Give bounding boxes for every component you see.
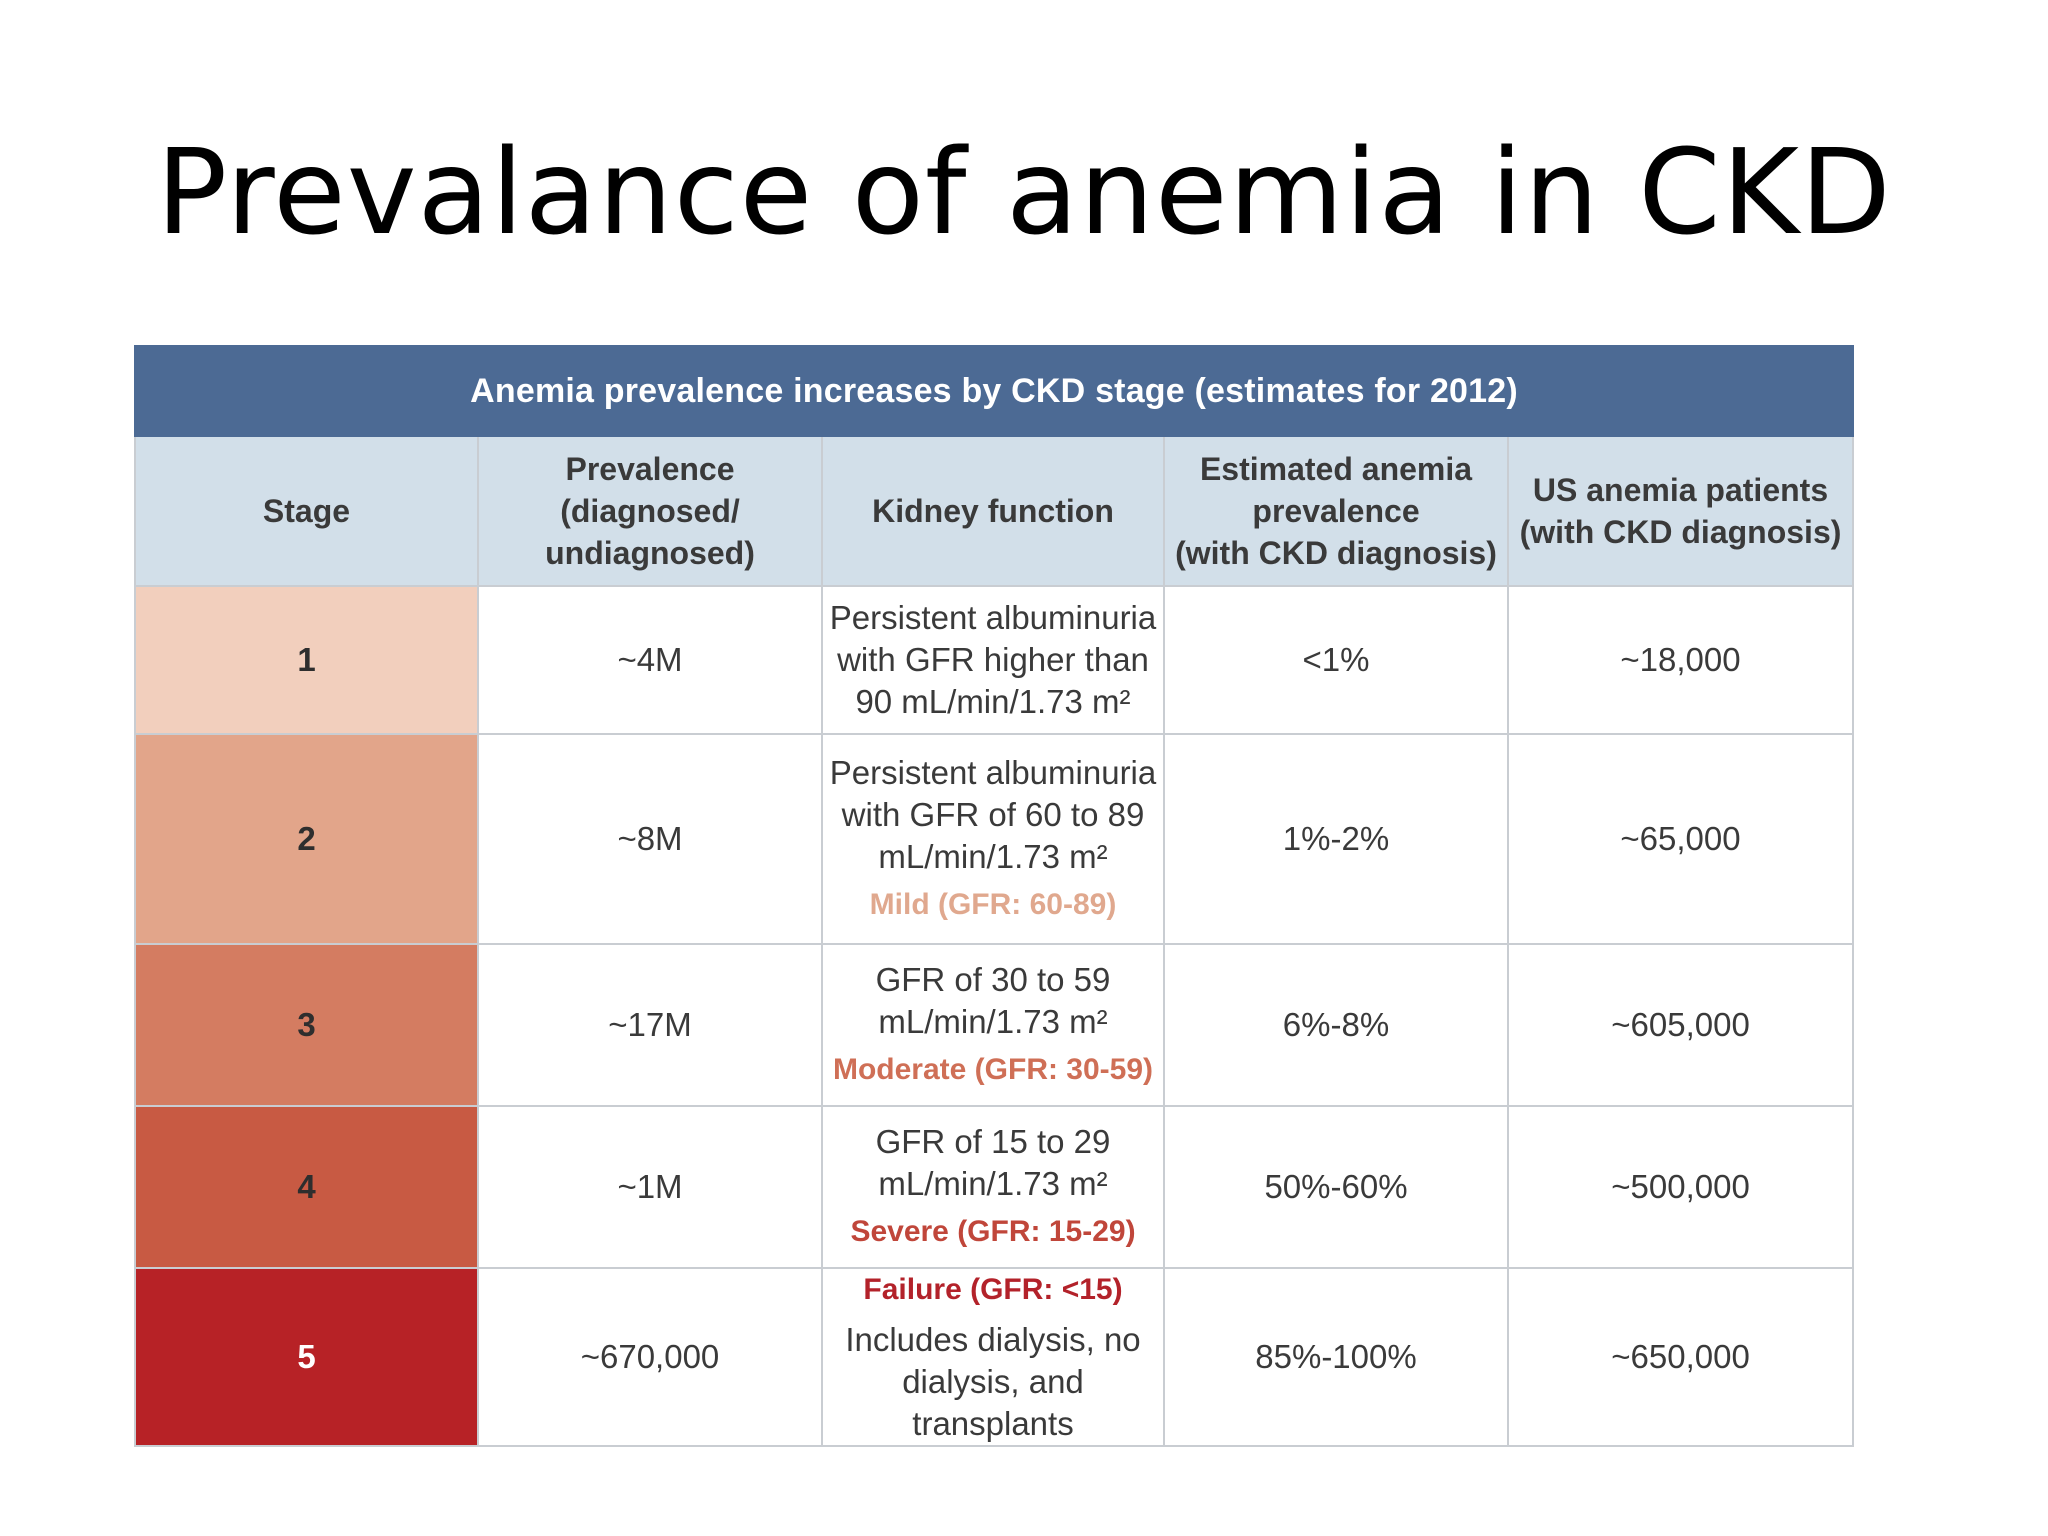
header-line: Kidney function	[872, 493, 1114, 529]
severity-label: Mild (GFR: 60-89)	[869, 888, 1117, 921]
header-line: prevalence	[1252, 493, 1420, 529]
header-stage: Stage	[134, 435, 479, 587]
table-row: 1 ~4M Persistent albuminuria with GFR highe…	[134, 585, 1855, 735]
kidney-function-line: Includes dialysis, no	[845, 1321, 1141, 1358]
us-patients-cell: ~605,000	[1506, 943, 1855, 1107]
header-estimated-anemia-prevalence: Estimated anemia prevalence (with CKD diag…	[1163, 435, 1509, 587]
stage-cell: 2	[134, 733, 479, 945]
kidney-function-line: with GFR higher than	[837, 641, 1149, 678]
us-patients-cell: ~500,000	[1506, 1105, 1855, 1269]
header-line: Stage	[262, 493, 351, 529]
header-line: (with CKD diagnosis)	[1519, 514, 1842, 550]
table-row: 5 ~670,000 Failure (GFR: <15) Includes dial…	[134, 1267, 1855, 1447]
kidney-function-cell: GFR of 30 to 59 mL/min/1.73 m² Moderate (G…	[821, 943, 1165, 1107]
kidney-function-line: mL/min/1.73 m²	[878, 1003, 1108, 1040]
anemia-prevalence-cell: <1%	[1163, 585, 1509, 735]
kidney-function-line: with GFR of 60 to 89	[841, 796, 1145, 833]
severity-label: Failure (GFR: <15)	[863, 1273, 1123, 1306]
header-line: undiagnosed)	[545, 535, 755, 571]
kidney-function-line: GFR of 15 to 29	[875, 1123, 1111, 1160]
us-patients-cell: ~65,000	[1506, 733, 1855, 945]
table-row: 2 ~8M Persistent albuminuria with GFR of 60…	[134, 733, 1855, 945]
stage-cell: 4	[134, 1105, 479, 1269]
kidney-function-line: Persistent albuminuria	[829, 599, 1157, 636]
header-us-anemia-patients: US anemia patients (with CKD diagnosis)	[1506, 435, 1855, 587]
kidney-function-line: mL/min/1.73 m²	[878, 1165, 1108, 1202]
kidney-function-cell: Persistent albuminuria with GFR of 60 to …	[821, 733, 1165, 945]
header-line: US anemia patients	[1532, 472, 1829, 508]
prevalence-cell: ~670,000	[477, 1267, 823, 1447]
column-header-row: Stage Prevalence (diagnosed/undiagnosed) Ki…	[134, 435, 1855, 587]
anemia-prevalence-cell: 85%-100%	[1163, 1267, 1509, 1447]
severity-label: Moderate (GFR: 30-59)	[832, 1053, 1154, 1086]
severity-label: Severe (GFR: 15-29)	[850, 1215, 1136, 1248]
table-caption-banner: Anemia prevalence increases by CKD stage…	[133, 345, 1855, 437]
prevalence-cell: ~8M	[477, 733, 823, 945]
us-patients-cell: ~18,000	[1506, 585, 1855, 735]
kidney-function-line: dialysis, and transplants	[902, 1363, 1084, 1442]
anemia-prevalence-cell: 50%-60%	[1163, 1105, 1509, 1269]
header-kidney-function: Kidney function	[821, 435, 1165, 587]
kidney-function-cell: Persistent albuminuria with GFR higher th…	[821, 585, 1165, 735]
header-line: (with CKD diagnosis)	[1175, 535, 1497, 571]
prevalence-cell: ~1M	[477, 1105, 823, 1269]
kidney-function-cell: GFR of 15 to 29 mL/min/1.73 m² Severe (GFR…	[821, 1105, 1165, 1269]
header-prevalence: Prevalence (diagnosed/undiagnosed)	[477, 435, 823, 587]
table-row: 4 ~1M GFR of 15 to 29 mL/min/1.73 m² Severe …	[134, 1105, 1855, 1269]
slide-title: Prevalance of anemia in CKD	[156, 123, 1892, 261]
header-line: Estimated anemia	[1199, 451, 1473, 487]
kidney-function-line: mL/min/1.73 m²	[878, 838, 1108, 875]
header-line: (diagnosed/	[560, 493, 740, 529]
stage-cell: 3	[134, 943, 479, 1107]
anemia-prevalence-table: Anemia prevalence increases by CKD stage…	[133, 345, 1855, 1447]
prevalence-cell: ~17M	[477, 943, 823, 1107]
table-row: 3 ~17M GFR of 30 to 59 mL/min/1.73 m² Modera…	[134, 943, 1855, 1107]
anemia-prevalence-cell: 6%-8%	[1163, 943, 1509, 1107]
kidney-function-line: Persistent albuminuria	[829, 754, 1157, 791]
table-body: 1 ~4M Persistent albuminuria with GFR highe…	[134, 585, 1855, 1447]
kidney-function-line: GFR of 30 to 59	[875, 961, 1111, 998]
anemia-prevalence-cell: 1%-2%	[1163, 733, 1509, 945]
anemia-prevalence-table-container: Anemia prevalence increases by CKD stage…	[133, 345, 1855, 1447]
header-line: Prevalence	[565, 451, 735, 487]
us-patients-cell: ~650,000	[1506, 1267, 1855, 1447]
kidney-function-cell: Failure (GFR: <15) Includes dialysis, no d…	[821, 1267, 1165, 1447]
stage-cell: 5	[134, 1267, 479, 1447]
stage-cell: 1	[134, 585, 479, 735]
kidney-function-line: 90 mL/min/1.73 m²	[855, 683, 1131, 720]
prevalence-cell: ~4M	[477, 585, 823, 735]
